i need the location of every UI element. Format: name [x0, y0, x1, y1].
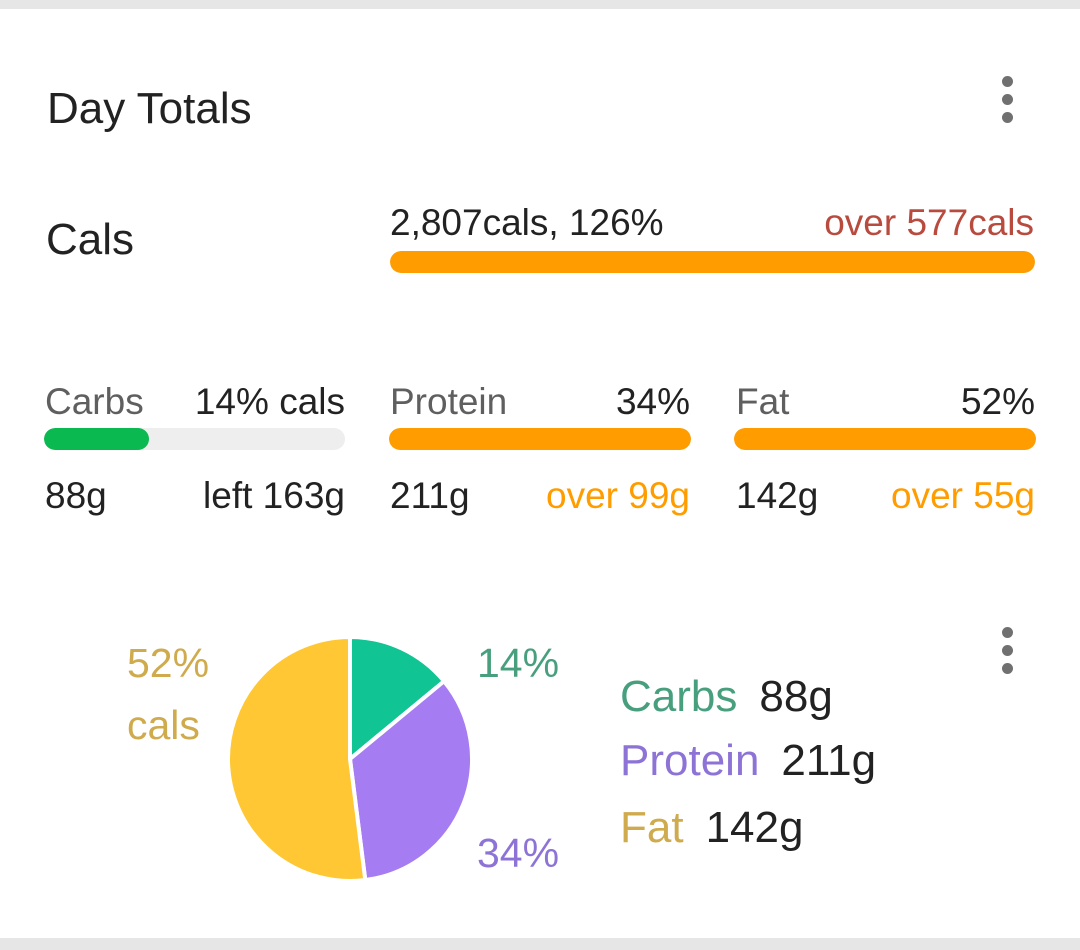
fat-label: Fat: [736, 381, 790, 422]
pie-label-carbs: 14%: [477, 640, 560, 686]
fat-progress-bar: [734, 428, 1036, 450]
protein-percent: 34%: [615, 381, 690, 422]
pie-label-protein: 34%: [477, 830, 560, 876]
legend-carbs-value: 88g: [759, 672, 833, 721]
carbs-progress-bar: [44, 428, 345, 450]
cals-label: Cals: [46, 215, 135, 264]
legend-carbs-name: Carbs: [620, 672, 738, 721]
protein-progress-fill: [389, 428, 691, 450]
fat-grams: 142g: [736, 475, 819, 516]
pie-slice-protein: [348, 679, 474, 883]
protein-progress-bar: [389, 428, 691, 450]
more-vert-icon[interactable]: [987, 69, 1027, 129]
cals-progress-fill: [390, 251, 1035, 273]
cals-progress-bar: [390, 251, 1035, 273]
cals-status: over 577cals: [824, 202, 1034, 243]
legend-protein-value: 211g: [781, 736, 877, 785]
carbs-percent: 14% cals: [194, 381, 345, 422]
legend-carbs: Carbs 88g: [620, 671, 833, 723]
legend-fat-value: 142g: [705, 803, 804, 852]
chart-more-vert-icon[interactable]: [987, 620, 1027, 680]
card-title: Day Totals: [47, 84, 252, 133]
carbs-progress-fill: [44, 428, 150, 450]
legend-fat-name: Fat: [620, 803, 684, 852]
pie-slice-carbs: [348, 635, 447, 761]
protein-over: over 99g: [546, 475, 690, 516]
pie-label-fat: 52%: [127, 640, 210, 686]
pie-label-fat-unit: cals: [127, 702, 200, 748]
cals-summary: 2,807cals, 126%: [390, 202, 664, 243]
protein-grams: 211g: [390, 475, 470, 516]
fat-over: over 55g: [891, 475, 1035, 516]
legend-protein: Protein 211g: [620, 735, 876, 787]
fat-percent: 52%: [960, 381, 1035, 422]
fat-progress-fill: [734, 428, 1036, 450]
day-totals-card: Day Totals Cals 2,807cals, 126% over 577…: [0, 9, 1080, 938]
carbs-label: Carbs: [45, 381, 144, 422]
carbs-grams: 88g: [45, 475, 107, 516]
pie-slice-fat: [226, 635, 368, 883]
protein-label: Protein: [390, 381, 508, 422]
macro-pie-chart: [226, 635, 474, 883]
legend-fat: Fat 142g: [620, 802, 803, 854]
carbs-remaining: left 163g: [203, 475, 345, 516]
legend-protein-name: Protein: [620, 736, 760, 785]
